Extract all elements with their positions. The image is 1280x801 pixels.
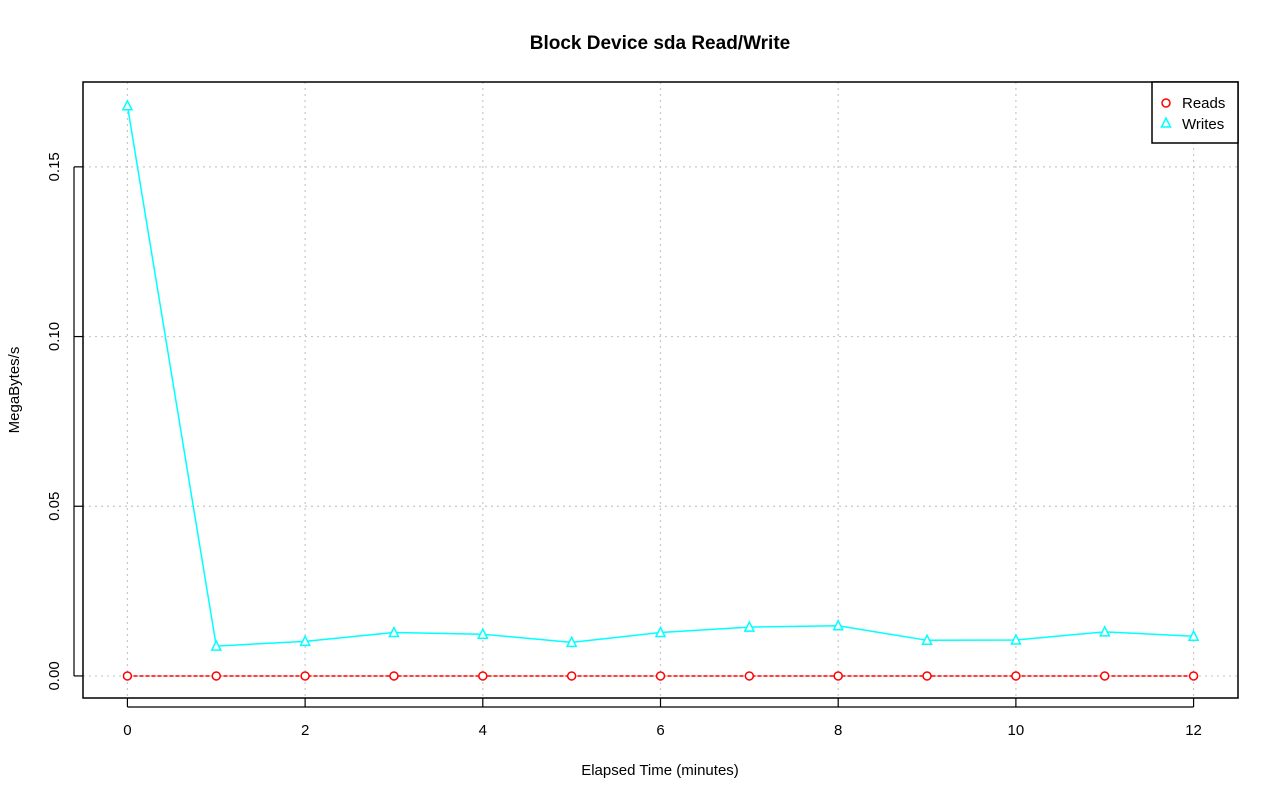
data-point-reads xyxy=(833,671,843,681)
data-point-reads xyxy=(1011,671,1021,681)
x-tick-label: 6 xyxy=(656,722,664,739)
data-point-reads xyxy=(1188,671,1199,681)
data-point-writes xyxy=(1010,633,1022,645)
data-point-reads xyxy=(300,671,310,681)
x-tick-label: 12 xyxy=(1185,722,1202,739)
y-tick-label: 0.15 xyxy=(46,152,63,181)
chart-title: Block Device sda Read/Write xyxy=(530,33,790,54)
legend-reads-marker xyxy=(1161,98,1171,108)
data-point-writes xyxy=(654,625,667,638)
data-point-writes xyxy=(1187,629,1200,641)
data-point-reads xyxy=(655,671,666,681)
series-writes xyxy=(121,99,1200,651)
data-point-reads xyxy=(211,671,222,681)
data-point-writes xyxy=(477,627,489,639)
legend-writes-marker xyxy=(1160,116,1172,128)
data-point-reads xyxy=(744,671,755,681)
x-axis-label: Elapsed Time (minutes) xyxy=(581,762,739,779)
data-point-writes xyxy=(299,634,311,647)
series-layer xyxy=(121,99,1200,681)
legend-reads-label: Reads xyxy=(1182,95,1225,112)
data-point-writes xyxy=(121,99,134,111)
y-tick-label: 0.05 xyxy=(46,492,63,521)
data-point-writes xyxy=(1099,625,1111,637)
data-point-reads xyxy=(122,671,133,681)
data-point-writes xyxy=(388,625,400,638)
data-point-writes xyxy=(565,635,578,648)
data-point-writes xyxy=(832,619,844,631)
data-point-writes xyxy=(210,639,222,651)
y-axis-label: MegaBytes/s xyxy=(6,347,23,434)
data-point-reads xyxy=(389,671,399,681)
x-tick-label: 2 xyxy=(301,722,309,739)
x-tick-label: 10 xyxy=(1008,722,1025,739)
data-point-reads xyxy=(478,671,488,681)
x-axis: 0 2 4 6 8 10 12 xyxy=(123,698,1202,739)
legend-writes-label: Writes xyxy=(1182,116,1224,133)
data-point-writes xyxy=(743,620,756,632)
legend: Reads Writes xyxy=(1151,81,1239,144)
legend-box xyxy=(1151,81,1239,144)
data-point-writes xyxy=(921,633,933,646)
x-tick-label: 4 xyxy=(479,722,487,739)
y-tick-label: 0.00 xyxy=(46,661,63,690)
data-point-reads xyxy=(922,671,932,681)
y-axis: 0.00 0.05 0.10 0.15 xyxy=(46,152,83,691)
y-tick-label: 0.10 xyxy=(46,322,63,351)
x-tick-label: 8 xyxy=(834,722,842,739)
series-reads xyxy=(122,671,1199,681)
data-point-reads xyxy=(1099,671,1110,681)
data-point-reads xyxy=(566,671,577,681)
x-tick-label: 0 xyxy=(123,722,131,739)
